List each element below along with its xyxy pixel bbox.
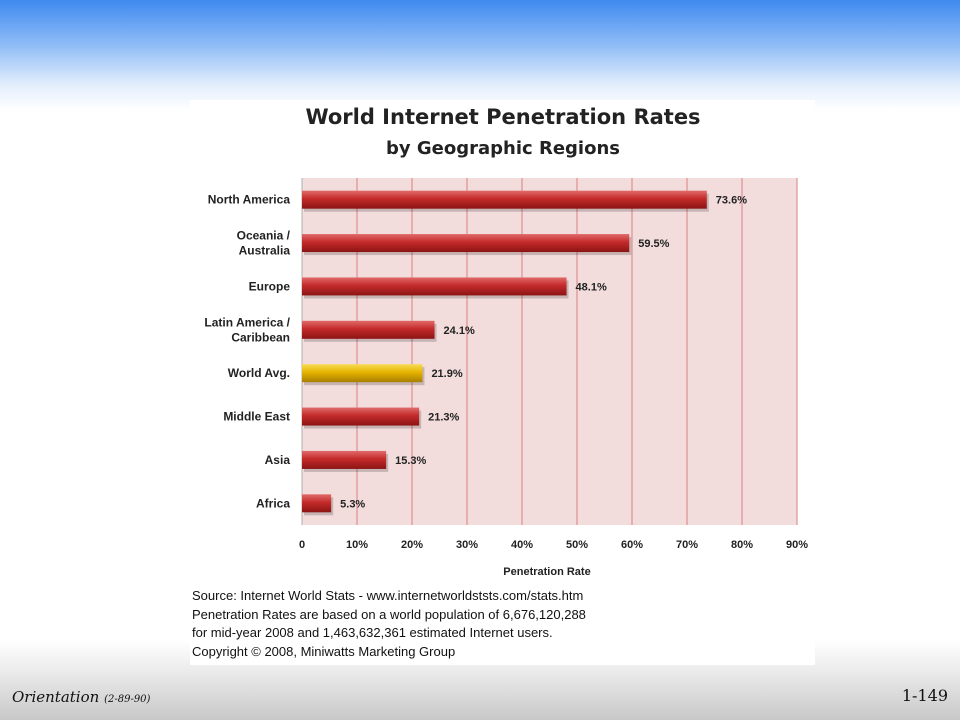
category-labels: North America Oceania /Australia Europe Lat… [204, 193, 290, 511]
source-line: for mid-year 2008 and 1,463,632,361 esti… [192, 625, 553, 640]
bar-chart: World Internet Penetration Rates by Geog… [204, 105, 808, 578]
source-line: Penetration Rates are based on a world p… [192, 606, 586, 622]
source-line: Source: Internet World Stats - www.inter… [192, 588, 584, 603]
bar-value-label: 59.5% [638, 238, 669, 250]
plot-area: 73.6% 59.5% 48.1% 24.1% 21.9% 21.3% 15.3% 5.3% [301, 178, 798, 525]
bar [302, 494, 332, 513]
x-tick-label: 60% [621, 539, 643, 551]
x-tick-label: 90% [786, 539, 808, 551]
x-tick-label: 50% [566, 539, 588, 551]
category-label: Caribbean [231, 330, 290, 344]
category-label: Europe [249, 279, 291, 293]
x-tick-label: 0 [299, 539, 305, 551]
x-tick-label: 80% [731, 539, 753, 551]
x-tick-label: 30% [456, 539, 478, 551]
category-label: Asia [265, 453, 291, 467]
bar-value-label: 15.3% [395, 455, 426, 467]
bar [302, 320, 435, 339]
bar-value-label: 5.3% [340, 498, 365, 510]
x-axis-ticks: 0 10% 20% 30% 40% 50% 60% 70% 80% 90% [299, 539, 808, 551]
x-tick-label: 20% [401, 539, 423, 551]
bar [302, 234, 630, 253]
bar [302, 277, 567, 296]
bar [302, 364, 423, 383]
footer-title: Orientation [12, 688, 100, 706]
source-note: Source: Internet World Stats - www.inter… [192, 587, 792, 661]
footer-orientation: Orientation (2-89-90) [12, 688, 150, 706]
category-label: Oceania / [237, 229, 291, 243]
chart-title: World Internet Penetration Rates [305, 105, 700, 129]
bar-value-label: 73.6% [716, 195, 747, 207]
footer-pages: (2-89-90) [104, 694, 151, 705]
category-label: North America [208, 193, 291, 207]
chart-subtitle: by Geographic Regions [386, 138, 620, 159]
category-label: Middle East [223, 410, 290, 424]
bar-value-label: 21.9% [431, 368, 462, 380]
category-label: Africa [256, 496, 290, 510]
category-label: Latin America / [204, 315, 290, 329]
plot-background [302, 178, 797, 525]
bar-value-label: 21.3% [428, 412, 459, 424]
x-axis-title: Penetration Rate [503, 566, 590, 578]
bar-value-label: 24.1% [444, 325, 475, 337]
category-label: Australia [239, 244, 291, 258]
slide-number: 1-149 [901, 686, 948, 705]
chart-panel: World Internet Penetration Rates by Geog… [190, 100, 815, 665]
bar-value-label: 48.1% [576, 281, 607, 293]
bar [302, 190, 707, 209]
x-tick-label: 10% [346, 539, 368, 551]
x-tick-label: 70% [676, 539, 698, 551]
x-tick-label: 40% [511, 539, 533, 551]
bar [302, 450, 387, 469]
category-label: World Avg. [228, 366, 290, 380]
bar [302, 407, 420, 426]
source-line: Copyright © 2008, Miniwatts Marketing Gr… [192, 643, 456, 659]
